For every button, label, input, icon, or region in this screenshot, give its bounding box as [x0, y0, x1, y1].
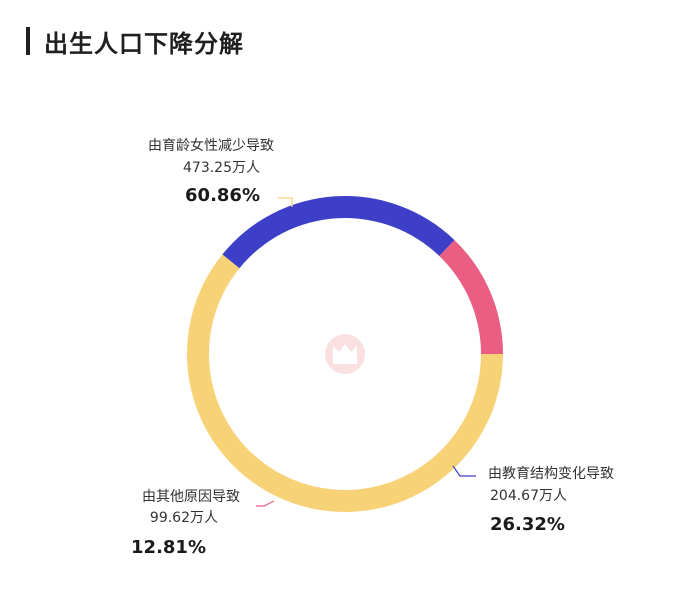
- label-other-value: 99.62万人: [150, 510, 218, 526]
- slice-women-reduction: [186, 254, 503, 512]
- label-education-value: 204.67万人: [490, 488, 567, 504]
- slice-education-structure: [222, 196, 455, 269]
- title-accent-bar: [26, 27, 30, 55]
- leader-line-women: [278, 197, 293, 207]
- chart-title: 出生人口下降分解: [44, 29, 244, 58]
- label-women-percent: 60.86%: [185, 185, 260, 206]
- donut-ring: [186, 196, 503, 512]
- label-women-value: 473.25万人: [183, 160, 260, 176]
- label-education-percent: 26.32%: [490, 514, 565, 535]
- label-other-name: 由其他原因导致: [142, 489, 240, 505]
- title-block: 出生人口下降分解: [26, 26, 244, 58]
- leader-line-education: [452, 465, 476, 477]
- label-other-percent: 12.81%: [131, 537, 206, 558]
- leader-line-other: [256, 500, 275, 507]
- watermark-logo: [325, 334, 365, 374]
- slice-other-reasons: [439, 240, 503, 354]
- label-women-name: 由育龄女性减少导致: [148, 137, 274, 154]
- label-education-name: 由教育结构变化导致: [488, 466, 614, 482]
